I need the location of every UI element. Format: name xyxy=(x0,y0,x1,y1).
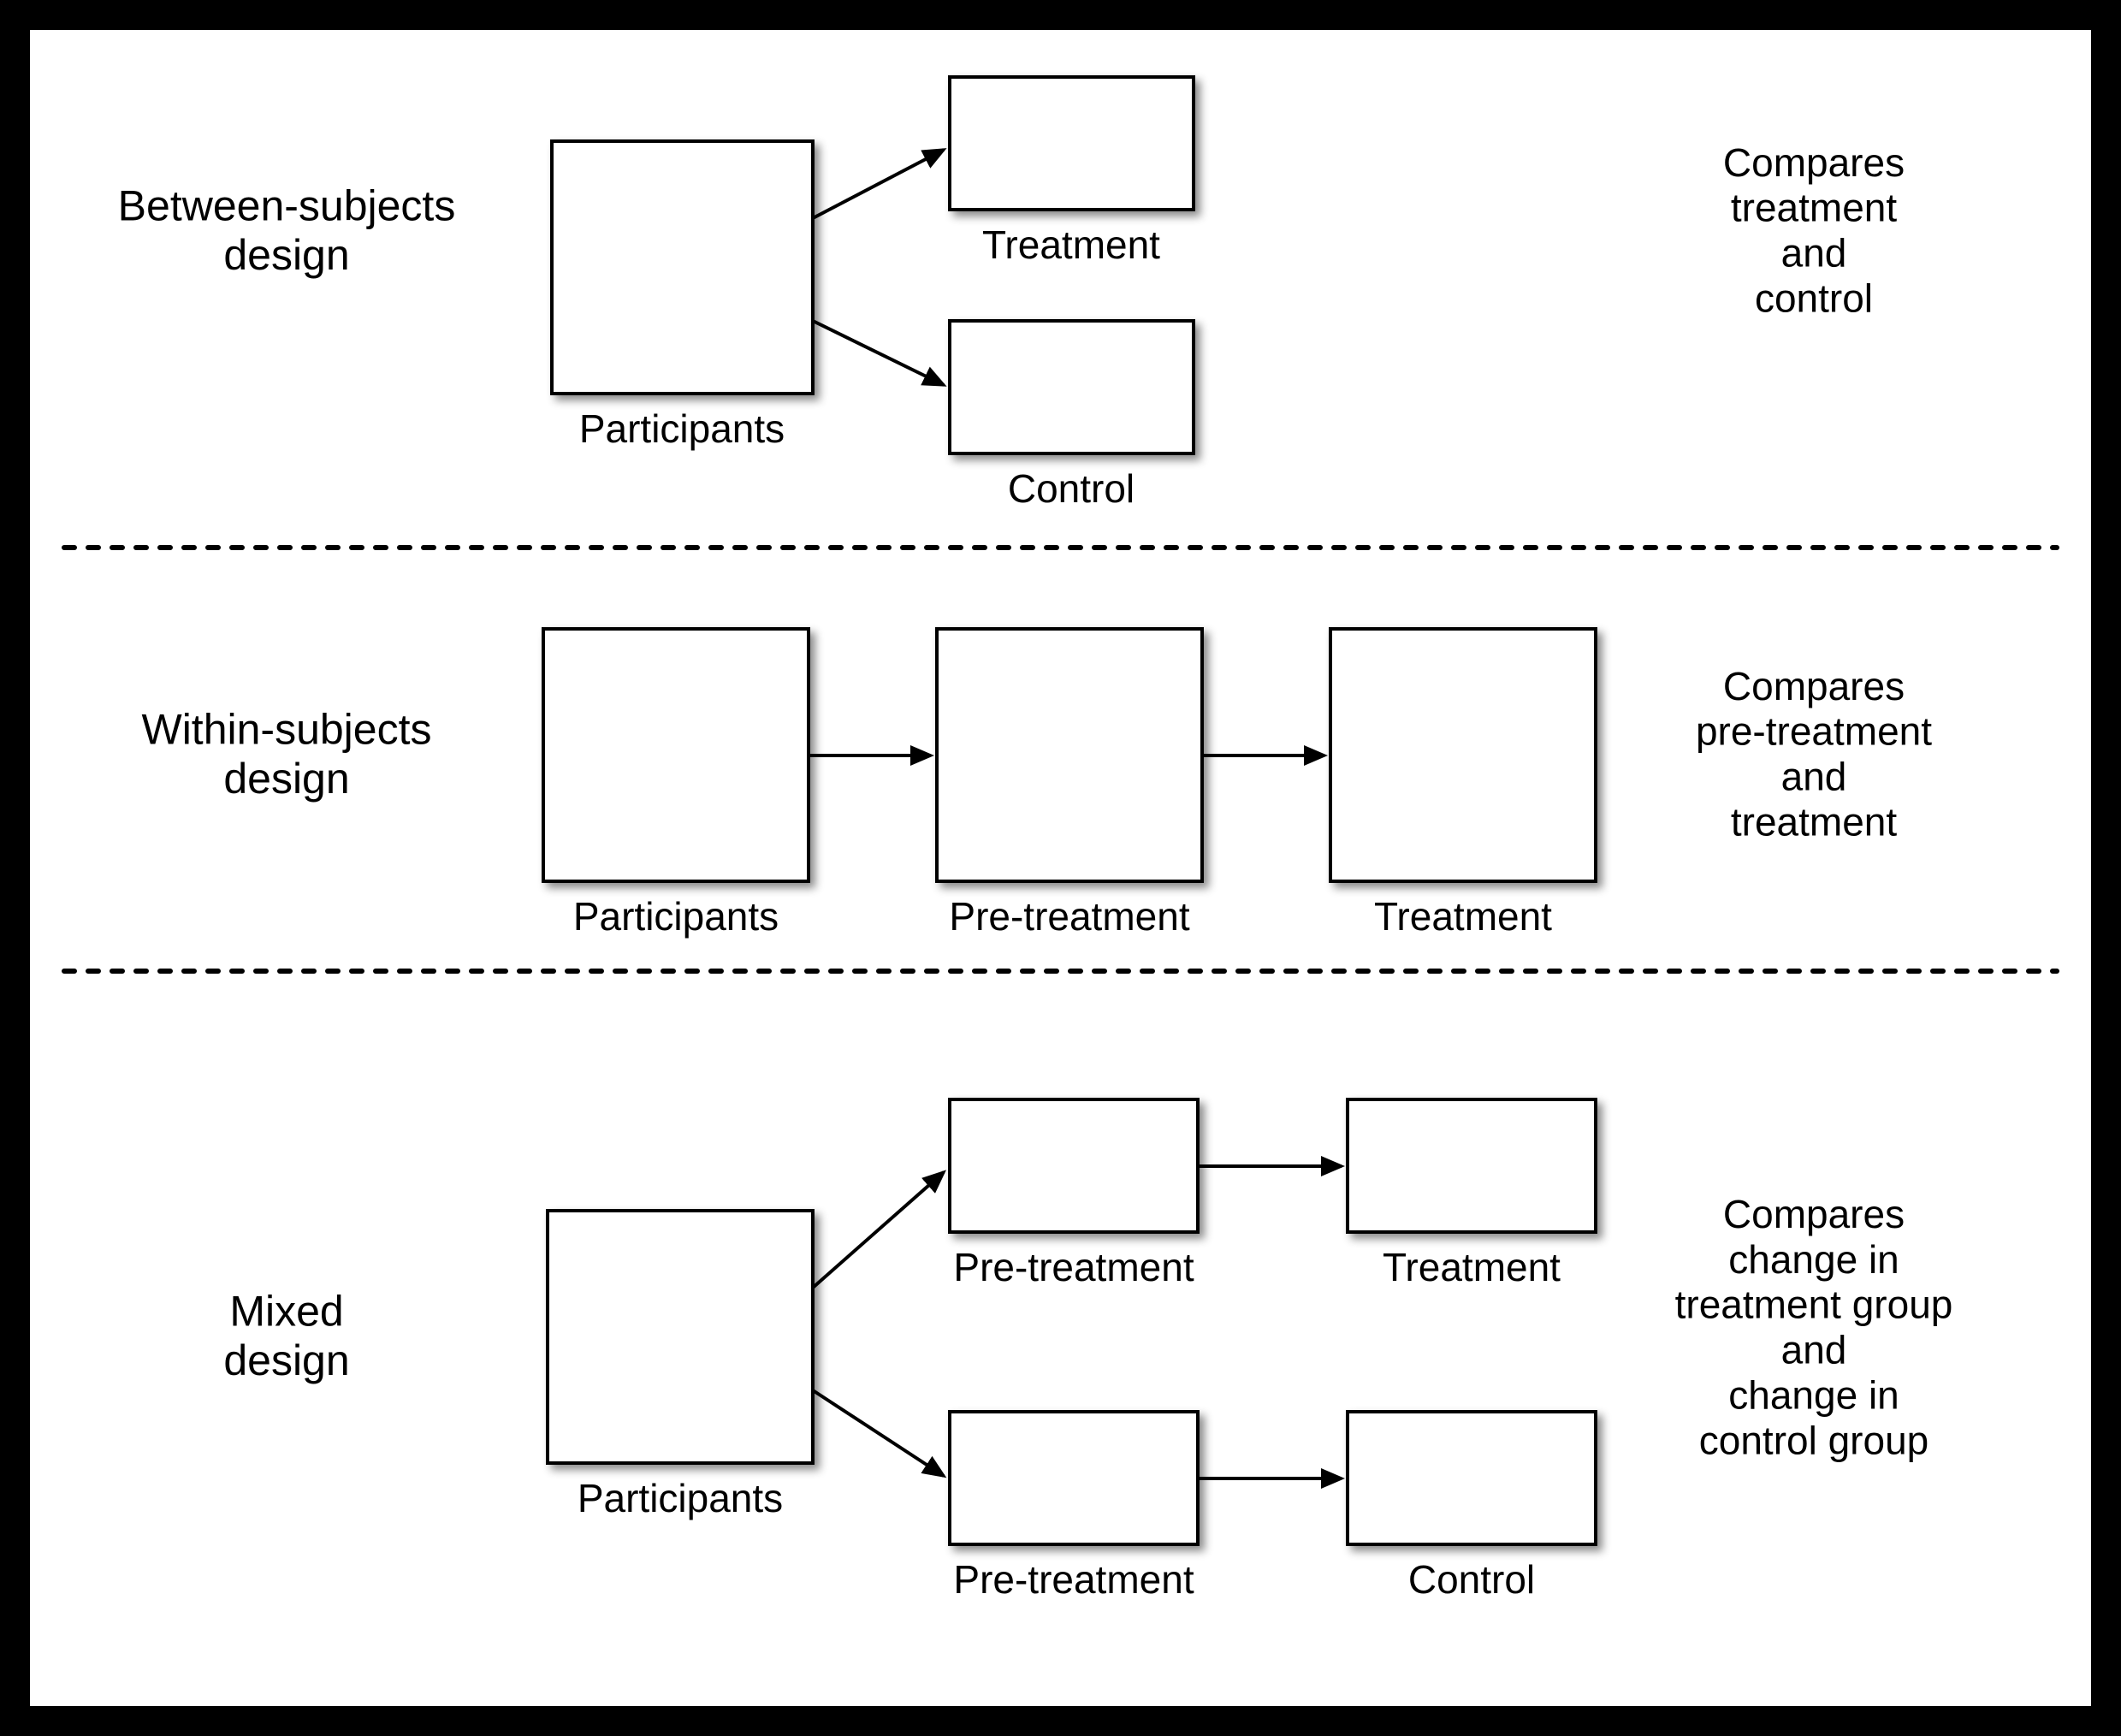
within-treatment-box xyxy=(1330,629,1596,881)
between-control-box-label: Control xyxy=(1008,466,1135,511)
mixed-pretreatment1-box-label: Pre-treatment xyxy=(953,1245,1194,1289)
within-description: Comparespre-treatmentandtreatment xyxy=(1696,664,1932,844)
arrow xyxy=(813,1172,944,1288)
flowchart-svg: Participants Treatment Control Participants… xyxy=(30,30,2091,1706)
mixed-participants-box-label: Participants xyxy=(578,1476,783,1520)
titles-group: Between-subjectsdesign Within-subjectsdes… xyxy=(118,181,456,1384)
within-treatment-box-label: Treatment xyxy=(1374,894,1552,939)
diagram-canvas: Participants Treatment Control Participants… xyxy=(30,30,2091,1706)
within-participants-box xyxy=(543,629,809,881)
mixed-treatment-box xyxy=(1348,1099,1596,1232)
mixed-control-box xyxy=(1348,1412,1596,1544)
between-participants-box-label: Participants xyxy=(579,406,785,451)
mixed-pretreatment2-box xyxy=(950,1412,1198,1544)
mixed-description: Compareschange intreatment groupandchang… xyxy=(1675,1192,1953,1463)
between-control-box xyxy=(950,321,1194,453)
mixed-pretreatment1-box xyxy=(950,1099,1198,1232)
between-title: Between-subjectsdesign xyxy=(118,181,456,279)
within-participants-box-label: Participants xyxy=(573,894,779,939)
within-pretreatment-box-label: Pre-treatment xyxy=(949,894,1189,939)
mixed-pretreatment2-box-label: Pre-treatment xyxy=(953,1557,1194,1602)
descriptions-group: Comparestreatmentandcontrol Comparespre-t… xyxy=(1675,140,1953,1463)
mixed-participants-box xyxy=(548,1211,813,1463)
mixed-treatment-box-label: Treatment xyxy=(1383,1245,1561,1289)
between-participants-box xyxy=(552,141,813,394)
arrow xyxy=(813,150,944,218)
mixed-control-box-label: Control xyxy=(1408,1557,1535,1602)
arrow xyxy=(813,1390,944,1476)
within-pretreatment-box xyxy=(937,629,1202,881)
arrow xyxy=(813,321,944,385)
between-description: Comparestreatmentandcontrol xyxy=(1723,140,1905,321)
between-treatment-box xyxy=(950,77,1194,210)
diagram-frame: Participants Treatment Control Participants… xyxy=(0,0,2121,1736)
mixed-title: Mixeddesign xyxy=(223,1287,349,1384)
within-title: Within-subjectsdesign xyxy=(142,705,432,803)
between-treatment-box-label: Treatment xyxy=(982,222,1160,267)
boxes-group xyxy=(543,77,1596,1544)
